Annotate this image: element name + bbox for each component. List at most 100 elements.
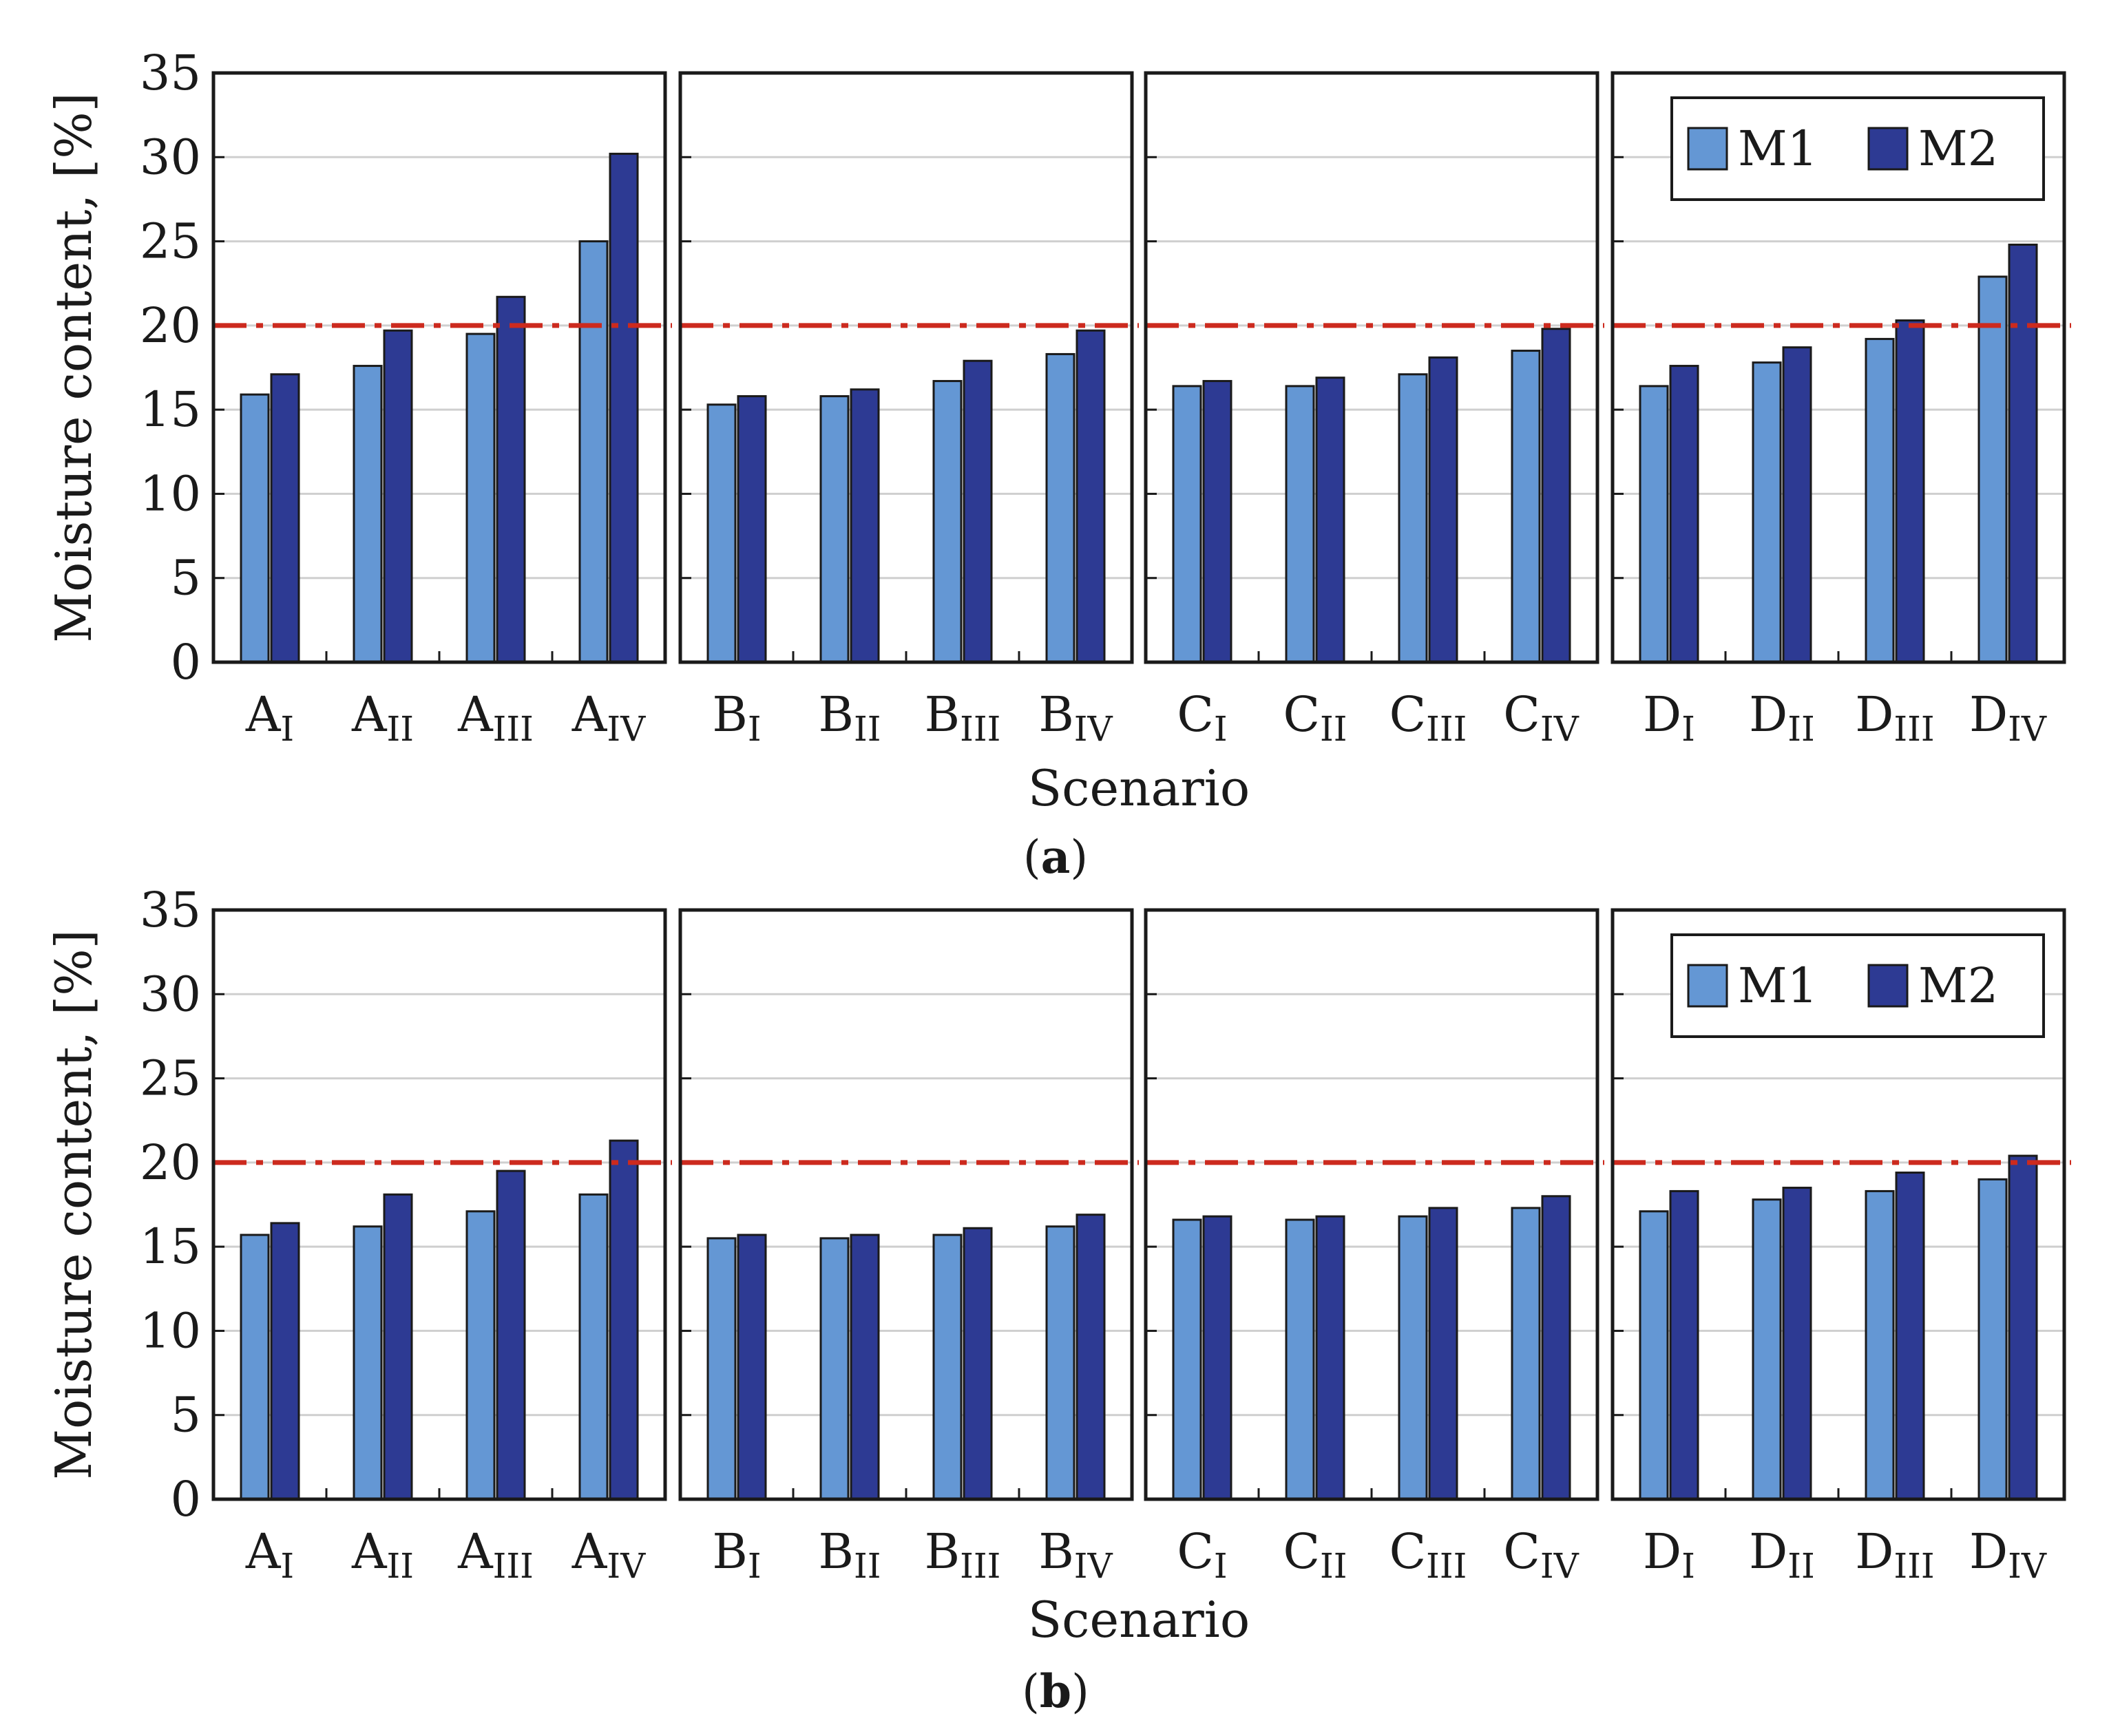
bar-m1-a-i [240, 1234, 270, 1501]
bar-m2-d-iii [1895, 319, 1925, 664]
chart-panel-a: 0 5 10 15 20 25 30 35 AI AII AIII AIV BI BII BIII BIV CI… [45, 45, 2071, 884]
bar-m1-a-iv [578, 240, 609, 664]
bar-m2-d-i [1669, 1189, 1699, 1501]
x-tick-label: BIV [1038, 1523, 1113, 1586]
bar-m1-b-iv [1045, 1225, 1076, 1501]
bar-m1-d-iii [1865, 337, 1895, 664]
bar-m2-d-ii [1782, 1187, 1812, 1501]
x-tick-label: DI [1643, 686, 1695, 749]
subplot-b: BI BII BIII BIV [678, 908, 1139, 1586]
y-tick-label: 35 [140, 45, 201, 101]
bar-m1-b-ii [819, 395, 850, 664]
bar-m2-c-iv [1541, 328, 1571, 664]
x-tick-label: BII [819, 686, 881, 749]
legend-frame [1670, 96, 2045, 201]
bar-m1-c-iii [1398, 373, 1428, 664]
bar-m2-b-iii [963, 359, 993, 664]
y-tick-label: 10 [140, 1302, 201, 1359]
bar-m2-c-iii [1428, 1207, 1458, 1501]
bar-m2-c-iii [1428, 356, 1458, 664]
bar-m2-c-i [1202, 380, 1232, 664]
y-tick-label: 15 [140, 1218, 201, 1275]
x-tick-label: BIII [925, 686, 1001, 749]
panel-label: (a) [1023, 830, 1088, 884]
bar-m2-d-iv [2008, 243, 2038, 664]
subplot-frame [1144, 71, 1599, 664]
legend-label-m1: M1 [1738, 120, 1818, 177]
bar-m1-a-iii [465, 1210, 496, 1501]
x-tick-label: BIV [1038, 686, 1113, 749]
bar-m2-c-ii [1315, 1215, 1345, 1501]
y-tick-label: 25 [140, 213, 201, 270]
bar-m2-a-iv [609, 152, 639, 664]
bar-m2-a-ii [383, 329, 413, 664]
bar-m2-a-iv [609, 1139, 639, 1501]
bar-m1-b-ii [819, 1237, 850, 1501]
y-tick-label: 0 [170, 1471, 201, 1527]
subplot-frame [678, 71, 1134, 664]
bar-m1-c-iii [1398, 1215, 1428, 1501]
bar-m1-a-i [240, 393, 270, 664]
bar-m2-b-iv [1076, 329, 1106, 664]
x-tick-label: DII [1749, 1523, 1815, 1586]
bar-m1-c-ii [1285, 385, 1315, 664]
x-tick-label: CIV [1503, 1523, 1579, 1586]
legend-swatch-m1 [1687, 127, 1728, 171]
subplot-c: CI CII CIII CIV [1144, 908, 1604, 1586]
subplot-c: CI CII CIII CIV [1144, 71, 1604, 749]
x-tick-label: BIII [925, 1523, 1001, 1586]
x-axis-title: Scenario [1028, 1591, 1250, 1649]
y-tick-label: 15 [140, 381, 201, 438]
bar-m1-c-iv [1511, 350, 1541, 664]
bar-m1-d-iv [1977, 1178, 2008, 1501]
x-tick-label: DIV [1969, 1523, 2047, 1586]
bar-m1-a-iv [578, 1193, 609, 1501]
bar-m2-a-i [270, 373, 300, 664]
x-tick-label: AIII [457, 686, 534, 749]
y-tick-label: 10 [140, 465, 201, 522]
x-tick-label: BII [819, 1523, 881, 1586]
bar-m2-b-i [737, 395, 767, 664]
legend-swatch-m1 [1687, 964, 1728, 1008]
y-tick-label: 30 [140, 129, 201, 185]
y-tick-label: 35 [140, 882, 201, 938]
bar-m2-a-i [270, 1222, 300, 1501]
bar-m1-d-iv [1977, 275, 2008, 664]
bar-m1-a-ii [353, 1225, 383, 1501]
bar-m2-b-ii [850, 388, 880, 664]
legend-label-m2: M2 [1918, 120, 1998, 177]
x-tick-label: DIII [1855, 686, 1934, 749]
subplot-b: BI BII BIII BIV [678, 71, 1139, 749]
y-axis-title: Moisture content, [%] [45, 92, 103, 643]
bar-m2-d-i [1669, 365, 1699, 664]
bar-m1-c-iv [1511, 1207, 1541, 1501]
x-tick-label: CII [1283, 1523, 1347, 1586]
bar-m1-d-ii [1752, 361, 1782, 664]
bar-m2-d-iv [2008, 1154, 2038, 1501]
y-tick-label: 25 [140, 1050, 201, 1107]
x-tick-label: AII [351, 686, 414, 749]
y-tick-label: 5 [170, 550, 201, 606]
x-tick-label: DIII [1855, 1523, 1934, 1586]
bar-m2-b-iii [963, 1227, 993, 1501]
bar-m2-c-i [1202, 1215, 1232, 1501]
bar-m1-c-ii [1285, 1218, 1315, 1501]
bar-m1-a-iii [465, 332, 496, 664]
subplot-frame [678, 908, 1134, 1501]
x-tick-label: DI [1643, 1523, 1695, 1586]
bar-m1-b-i [706, 1237, 737, 1501]
x-tick-label: AI [245, 686, 294, 749]
chart-panel-b: 0 5 10 15 20 25 30 35 AI AII AIII AIV BI BII BIII BIV CI… [45, 882, 2071, 1718]
bar-m2-a-iii [496, 1169, 526, 1501]
bar-m2-a-iii [496, 295, 526, 664]
bar-m1-d-iii [1865, 1189, 1895, 1501]
x-tick-label: AII [351, 1523, 414, 1586]
subplot-frame [1144, 908, 1599, 1501]
subplot-a: 0 5 10 15 20 25 30 35 AI AII AIII AIV [140, 882, 672, 1586]
bar-m1-b-iii [932, 1234, 963, 1501]
legend-swatch-m2 [1867, 964, 1909, 1008]
legend: M1 M2 [1670, 933, 2045, 1038]
x-axis-title: Scenario [1028, 759, 1250, 817]
x-tick-label: CIV [1503, 686, 1579, 749]
